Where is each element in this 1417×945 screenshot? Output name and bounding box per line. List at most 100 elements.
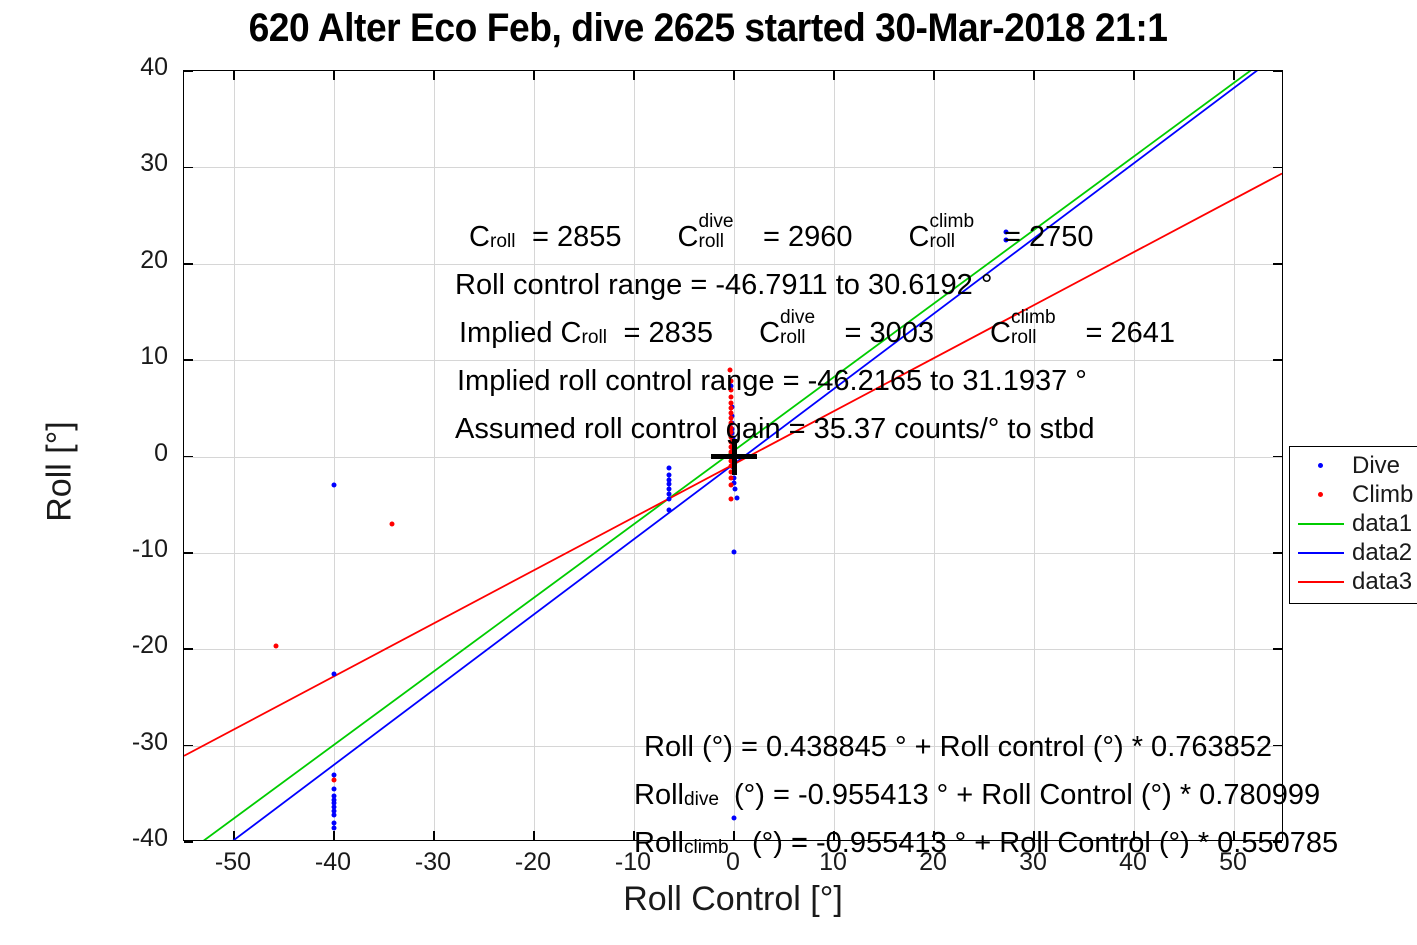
c-climb-symbol: C bbox=[908, 221, 930, 253]
y-axis-tick bbox=[184, 166, 193, 169]
legend[interactable]: Dive Climb data1 data2 data3 bbox=[1289, 446, 1417, 604]
legend-item-data1[interactable]: data1 bbox=[1290, 509, 1417, 538]
data-point-dive bbox=[732, 486, 738, 492]
roll-dive-head: Roll bbox=[634, 779, 684, 811]
x-axis-tick bbox=[1033, 71, 1035, 80]
data-point-climb bbox=[728, 434, 734, 440]
y-axis-tick bbox=[184, 262, 193, 265]
data-point-dive bbox=[734, 495, 740, 501]
data-point-dive bbox=[331, 825, 337, 831]
implied-c-dive-superscript: dive bbox=[780, 306, 816, 328]
y-axis-tick bbox=[1273, 166, 1282, 169]
data-point-climb bbox=[728, 405, 734, 411]
implied-c-climb-subscript: roll bbox=[1011, 326, 1037, 348]
legend-label: Climb bbox=[1352, 481, 1414, 508]
y-tick-label: 0 bbox=[154, 438, 168, 467]
y-tick-label: 10 bbox=[140, 342, 168, 371]
x-axis-tick bbox=[933, 831, 935, 840]
x-tick-label: 0 bbox=[726, 848, 740, 876]
annotation-row-4: Implied roll control range = -46.2165 to… bbox=[457, 367, 1175, 415]
data-point-climb bbox=[728, 425, 734, 431]
gridline-vertical bbox=[834, 71, 835, 840]
legend-marker-data2-icon bbox=[1290, 538, 1352, 567]
annotation-block-bottom: Roll (°) = 0.438845 ° + Roll control (°)… bbox=[634, 733, 1338, 877]
legend-item-data3[interactable]: data3 bbox=[1290, 567, 1417, 596]
x-tick-label: 50 bbox=[1219, 848, 1247, 876]
data-point-climb bbox=[728, 400, 734, 406]
data-point-climb bbox=[728, 469, 734, 475]
y-tick-label: -40 bbox=[131, 824, 168, 852]
data-point-climb bbox=[728, 429, 734, 435]
data-point-dive bbox=[666, 486, 672, 492]
annotation-row-5: Assumed roll control gain = 35.37 counts… bbox=[455, 415, 1175, 463]
x-axis-tick bbox=[1133, 831, 1135, 840]
data-point-dive bbox=[666, 507, 672, 513]
data-point-dive bbox=[331, 820, 337, 826]
legend-item-data2[interactable]: data2 bbox=[1290, 538, 1417, 567]
annotation-row-2: Roll control range = -46.7911 to 30.6192… bbox=[455, 271, 1175, 319]
x-axis-tick bbox=[1133, 71, 1135, 80]
legend-marker-data3-icon bbox=[1290, 567, 1352, 596]
gridline-vertical bbox=[334, 71, 335, 840]
roll-climb-equation: (°) = -0.955413 ° + Roll Control (°) * 0… bbox=[743, 827, 1339, 859]
data-point-dive bbox=[331, 804, 337, 810]
data-point-dive bbox=[731, 549, 737, 555]
gridline-vertical bbox=[634, 71, 635, 840]
x-tick-label: -20 bbox=[514, 848, 552, 876]
gridline-vertical bbox=[534, 71, 535, 840]
c-roll-symbol: C bbox=[469, 221, 490, 253]
x-axis-tick bbox=[233, 831, 235, 840]
implied-c-dive-symbol: C bbox=[759, 317, 781, 349]
x-axis-tick bbox=[1033, 831, 1035, 840]
x-axis-tick bbox=[533, 831, 535, 840]
implied-c-roll-subscript: roll bbox=[581, 326, 608, 348]
x-axis-tick bbox=[333, 831, 335, 840]
legend-item-dive[interactable]: Dive bbox=[1290, 451, 1417, 480]
data-point-climb bbox=[728, 394, 734, 400]
x-tick-label: -30 bbox=[414, 848, 452, 876]
y-axis-tick bbox=[1273, 648, 1282, 651]
implied-c-dive-value: = 3003 bbox=[836, 317, 935, 349]
roll-dive-subscript: dive bbox=[683, 788, 720, 810]
gridline-horizontal bbox=[184, 745, 1282, 747]
data-point-climb bbox=[728, 463, 734, 469]
gridline-vertical bbox=[434, 71, 435, 840]
data-point-climb bbox=[728, 449, 734, 455]
legend-item-climb[interactable]: Climb bbox=[1290, 480, 1417, 509]
legend-label: data3 bbox=[1352, 568, 1413, 595]
legend-marker-climb-icon bbox=[1290, 480, 1352, 509]
equation-row-2: Roll dive (°) = -0.955413 ° + Roll Contro… bbox=[634, 781, 1338, 829]
x-tick-label: 10 bbox=[819, 848, 847, 876]
equation-row-1: Roll (°) = 0.438845 ° + Roll control (°)… bbox=[644, 733, 1338, 781]
data-point-climb bbox=[728, 496, 734, 502]
implied-c-dive-subscript: roll bbox=[780, 326, 806, 348]
x-axis-tick bbox=[533, 71, 535, 80]
gridline-horizontal bbox=[184, 360, 1282, 362]
y-axis-tick bbox=[184, 648, 193, 651]
legend-line-icon bbox=[1298, 523, 1344, 525]
y-axis-tick bbox=[184, 70, 193, 72]
x-axis-tick bbox=[733, 71, 735, 80]
x-tick-label: 40 bbox=[1119, 848, 1147, 876]
gridline-vertical bbox=[1234, 71, 1235, 840]
page-title-text: 620 Alter Eco Feb, dive 2625 started 30-… bbox=[249, 6, 1168, 50]
y-tick-label: -20 bbox=[131, 631, 168, 660]
gridline-vertical bbox=[1134, 71, 1135, 840]
c-climb-value: = 2750 bbox=[995, 221, 1094, 253]
data-point-climb bbox=[728, 482, 734, 488]
x-axis-tick bbox=[833, 71, 835, 80]
data-point-climb bbox=[728, 415, 734, 421]
legend-label: data2 bbox=[1352, 539, 1413, 566]
implied-c-roll-symbol: Implied C bbox=[459, 317, 582, 349]
gridline-vertical bbox=[934, 71, 935, 840]
y-tick-label: 40 bbox=[140, 53, 168, 81]
data-point-dive bbox=[666, 465, 672, 471]
implied-c-roll-value: = 2835 bbox=[615, 317, 714, 349]
x-axis-tick bbox=[933, 71, 935, 80]
legend-dot-icon bbox=[1318, 492, 1323, 497]
y-axis-tick bbox=[184, 841, 193, 843]
data-point-dive bbox=[331, 797, 337, 803]
data-point-climb bbox=[728, 387, 734, 393]
